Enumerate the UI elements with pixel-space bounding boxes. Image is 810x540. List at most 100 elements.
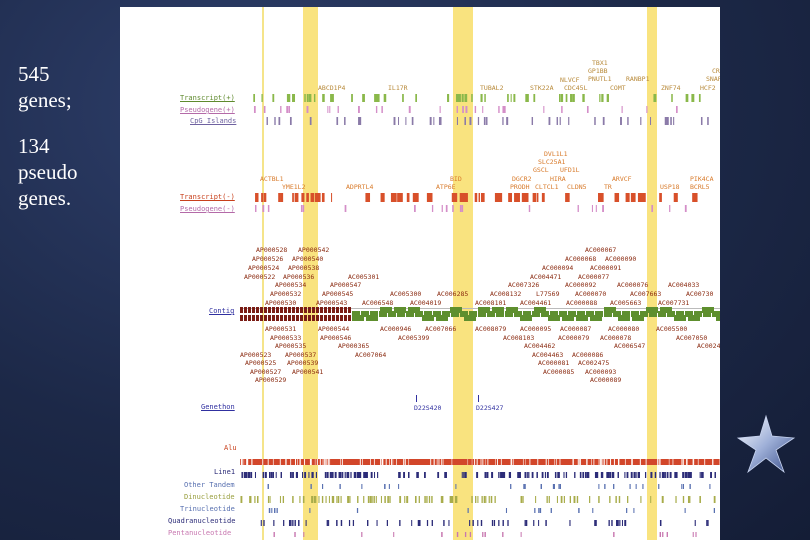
contig-label[interactable]: AC005300: [390, 290, 422, 298]
contig-label[interactable]: AC000088: [566, 299, 598, 307]
contig-label[interactable]: AP000536: [283, 273, 315, 281]
gene-label[interactable]: GP1BB: [588, 67, 608, 75]
contig-label[interactable]: AC004471: [530, 273, 562, 281]
contig-label[interactable]: AC004019: [410, 299, 442, 307]
contig-label[interactable]: AP000545: [322, 290, 354, 298]
contig-label[interactable]: AC000093: [585, 368, 617, 376]
gene-label[interactable]: GSCL: [533, 166, 549, 174]
genethon-marker[interactable]: D22S427: [476, 404, 504, 412]
contig-label[interactable]: AP000532: [270, 290, 302, 298]
contig-label[interactable]: AP000530: [265, 299, 297, 307]
contig-label[interactable]: AC002475: [578, 359, 610, 367]
contig-label[interactable]: AC000068: [565, 255, 597, 263]
track-label-transcript-minus[interactable]: Transcript(-): [180, 193, 235, 201]
contig-label[interactable]: AP000541: [292, 368, 324, 376]
contig-label[interactable]: AC007066: [425, 325, 457, 333]
genethon-marker[interactable]: D22S420: [414, 404, 442, 412]
contig-label[interactable]: AP000543: [316, 299, 348, 307]
contig-label[interactable]: AC000089: [590, 376, 622, 384]
contig-label[interactable]: AP000534: [275, 281, 307, 289]
contig-label[interactable]: AC000067: [585, 246, 617, 254]
contig-label[interactable]: AC000077: [578, 273, 610, 281]
contig-label[interactable]: AC008079: [475, 325, 507, 333]
gene-label[interactable]: PIK4CA: [690, 175, 714, 183]
gene-label[interactable]: BID: [450, 175, 462, 183]
contig-label[interactable]: L77569: [536, 290, 560, 298]
gene-label[interactable]: CLDN5: [567, 183, 587, 191]
contig-label[interactable]: AP000538: [288, 264, 320, 272]
contig-label[interactable]: AC007663: [630, 290, 662, 298]
gene-label[interactable]: ZNF74: [661, 84, 681, 92]
contig-label[interactable]: AC000092: [565, 281, 597, 289]
contig-label[interactable]: AP000531: [265, 325, 297, 333]
contig-label[interactable]: AC008103: [503, 334, 535, 342]
contig-label[interactable]: AC000095: [520, 325, 552, 333]
gene-label[interactable]: BCRL5: [690, 183, 710, 191]
contig-label[interactable]: AC004033: [668, 281, 700, 289]
gene-label[interactable]: TBX1: [592, 59, 608, 67]
contig-label[interactable]: AC005301: [348, 273, 380, 281]
contig-label[interactable]: AC007050: [676, 334, 708, 342]
gene-label[interactable]: CLTCL1: [535, 183, 559, 191]
contig-label[interactable]: AP000528: [256, 246, 288, 254]
gene-label[interactable]: ADPRTL4: [346, 183, 374, 191]
contig-label[interactable]: AC000079: [558, 334, 590, 342]
gene-label[interactable]: NLVCF: [560, 76, 580, 84]
gene-label[interactable]: SNAP: [706, 75, 720, 83]
contig-label[interactable]: AC004462: [524, 342, 556, 350]
contig-label[interactable]: AP000529: [255, 376, 287, 384]
track-label-pseudogene-plus[interactable]: Pseudogene(+): [180, 106, 235, 114]
contig-label[interactable]: AC006285: [437, 290, 469, 298]
contig-label[interactable]: AP000540: [292, 255, 324, 263]
gene-label[interactable]: PRODH: [510, 183, 530, 191]
contig-label[interactable]: AC000080: [608, 325, 640, 333]
track-label-genethon[interactable]: Genethon: [201, 403, 235, 411]
contig-label[interactable]: AC000085: [543, 368, 575, 376]
gene-label[interactable]: STK22A: [530, 84, 554, 92]
gene-label[interactable]: TR: [604, 183, 612, 191]
contig-label[interactable]: AC004461: [520, 299, 552, 307]
gene-label[interactable]: SLC25A1: [538, 158, 566, 166]
gene-label[interactable]: TUBAL2: [480, 84, 504, 92]
track-label-contig[interactable]: Contig: [209, 307, 235, 315]
contig-label[interactable]: AC000070: [575, 290, 607, 298]
contig-label[interactable]: AP000539: [287, 359, 319, 367]
gene-label[interactable]: PNUTL1: [588, 75, 612, 83]
gene-label[interactable]: RANBP1: [626, 75, 650, 83]
contig-label[interactable]: AC006548: [362, 299, 394, 307]
contig-label[interactable]: AP000535: [275, 342, 307, 350]
contig-label[interactable]: AC008132: [490, 290, 522, 298]
contig-label[interactable]: AP000547: [330, 281, 362, 289]
gene-label[interactable]: UFD1L: [560, 166, 580, 174]
gene-label[interactable]: ARVCF: [612, 175, 632, 183]
contig-label[interactable]: AC000076: [617, 281, 649, 289]
contig-label[interactable]: AP000537: [285, 351, 317, 359]
contig-label[interactable]: AC006547: [614, 342, 646, 350]
contig-label[interactable]: AP000544: [318, 325, 350, 333]
gene-label[interactable]: CDC45L: [564, 84, 588, 92]
contig-label[interactable]: AP000365: [338, 342, 370, 350]
contig-label[interactable]: AC000081: [538, 359, 570, 367]
contig-label[interactable]: AC000090: [605, 255, 637, 263]
gene-label[interactable]: ACTBL1: [260, 175, 284, 183]
contig-label[interactable]: AP000533: [270, 334, 302, 342]
track-label-pseudogene-minus[interactable]: Pseudogene(-): [180, 205, 235, 213]
gene-label[interactable]: USP18: [660, 183, 680, 191]
contig-label[interactable]: AP000546: [320, 334, 352, 342]
contig-label[interactable]: AP000524: [248, 264, 280, 272]
contig-label[interactable]: AP000542: [298, 246, 330, 254]
contig-label[interactable]: AP000525: [245, 359, 277, 367]
gene-label[interactable]: IL17R: [388, 84, 408, 92]
gene-label[interactable]: DVL1L1: [544, 150, 568, 158]
gene-label[interactable]: ABCD1P4: [318, 84, 346, 92]
contig-label[interactable]: AC000094: [542, 264, 574, 272]
gene-label[interactable]: CRK: [712, 67, 720, 75]
gene-label[interactable]: DGCR2: [512, 175, 532, 183]
contig-label[interactable]: AP000523: [240, 351, 272, 359]
contig-label[interactable]: AC000087: [560, 325, 592, 333]
track-label-transcript-plus[interactable]: Transcript(+): [180, 94, 235, 102]
contig-label[interactable]: AC000091: [590, 264, 622, 272]
contig-label[interactable]: AC008101: [475, 299, 507, 307]
contig-label[interactable]: AC004463: [532, 351, 564, 359]
contig-label[interactable]: AC000086: [572, 351, 604, 359]
